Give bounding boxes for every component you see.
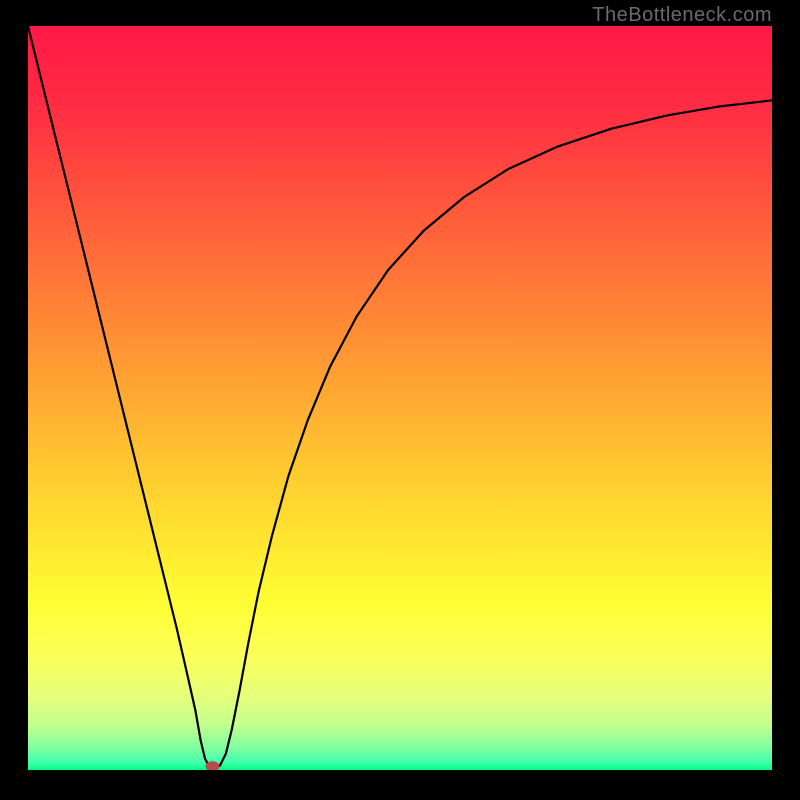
watermark-text: TheBottleneck.com	[592, 4, 772, 27]
gradient-background	[28, 26, 772, 770]
plot-area	[28, 26, 772, 770]
chart-svg	[28, 26, 772, 770]
